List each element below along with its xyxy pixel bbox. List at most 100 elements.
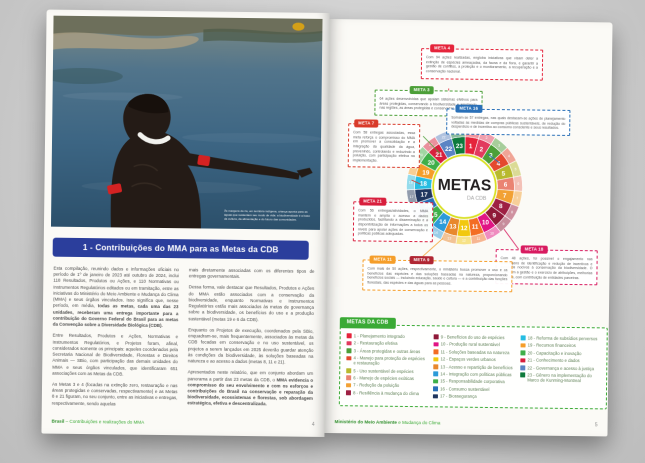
buoy xyxy=(292,22,305,31)
page-number: 4 xyxy=(311,421,315,428)
legend-color-swatch xyxy=(520,335,526,341)
legend-item-label: 18 - Reforma de subsídios perversos xyxy=(527,335,598,342)
legend-item: 23 - Gênero na implementação do Marco de… xyxy=(520,372,600,383)
wheel-segment-number: 8 xyxy=(499,203,503,210)
legend-item-label: 3 - Áreas protegidas e outras áreas xyxy=(353,348,421,354)
wheel-segment-number: 11 xyxy=(477,237,481,241)
legend-color-swatch xyxy=(346,341,352,346)
wheel-segment-number: 12 xyxy=(462,239,466,243)
body-text: Esta compilação, reunindo dados e inform… xyxy=(52,266,315,414)
legend-color-swatch xyxy=(433,356,439,362)
legend-item: 17 - Biossegurança xyxy=(432,393,513,399)
legend-grid: 1 - Planejamento integrado 2 - Restauraçã… xyxy=(345,333,601,403)
legend-color-swatch xyxy=(520,372,525,378)
wheel-segment-number: 14 xyxy=(434,231,438,235)
meta-7-tag: META 7 xyxy=(354,119,379,128)
legend-column: 1 - Planejamento integrado 2 - Restauraçã… xyxy=(345,333,427,400)
legend-color-swatch xyxy=(433,334,439,340)
river-photo: Às margens do rio, em território indígen… xyxy=(50,15,323,230)
legend-color-swatch xyxy=(346,348,352,354)
wheel-segment-number: 19 xyxy=(422,170,430,177)
callout-text: Com 94 ações realizadas, engloba iniciat… xyxy=(425,55,539,74)
wheel-segment-number: 1 xyxy=(469,143,473,150)
legend-item-label: 17 - Biossegurança xyxy=(439,393,477,399)
legend-title: METAS DA CDB xyxy=(339,317,396,329)
meta-16-tag: META 16 xyxy=(455,104,483,113)
legend-color-swatch xyxy=(520,357,525,363)
body-paragraph: Dessa forma, vale destacar que Resultado… xyxy=(188,284,315,322)
wheel-segment-number: 15 xyxy=(430,212,438,219)
legend-column: 18 - Reforma de subsídios perversos 19 - … xyxy=(520,335,601,402)
legend-item: 10 - Produção rural sustentável xyxy=(433,341,514,348)
wheel-segment-number: 10 xyxy=(490,231,494,235)
legend-item: 8 - Resiliência à mudança do clima xyxy=(345,390,426,396)
legend-item-label: 20 - Capacitação e inovação xyxy=(527,350,582,356)
callout-meta-11-9: META 11 META 9 Com mais de 50 ações, res… xyxy=(362,255,513,292)
body-paragraph: Apresentados neste relatório, que em con… xyxy=(187,369,314,407)
legend-item: 15 - Responsabilidade corporativa xyxy=(433,379,513,385)
callout-meta-7: META 7 Com 58 entregas associadas, essa … xyxy=(347,119,421,169)
legend-box: 1 - Planejamento integrado 2 - Restauraçã… xyxy=(338,324,608,409)
wheel-segment-number: 14 xyxy=(439,219,447,226)
infographic: 1122334455667788991010111112121313141415… xyxy=(324,19,612,436)
legend-color-swatch xyxy=(433,349,439,355)
wheel-segment-number: 18 xyxy=(409,181,413,185)
right-page-footer: Ministério do Meio Ambiente e Mudança do… xyxy=(335,419,598,428)
legend-item-label: 22 - Governança e acesso à justiça xyxy=(527,365,595,371)
legend-item-label: 10 - Produção rural sustentável xyxy=(440,341,500,348)
wheel-segment-number: 7 xyxy=(516,197,518,201)
wheel-segment-number: 3 xyxy=(498,143,500,147)
legend-item: 18 - Reforma de subsídios perversos xyxy=(520,335,601,342)
legend-color-swatch xyxy=(433,342,439,347)
meta-4-tag: META 4 xyxy=(430,44,455,53)
page-number: 5 xyxy=(594,422,598,429)
wheel-segment-number: 6 xyxy=(517,182,519,186)
legend-item: 4 - Manejo para proteção de espécies e r… xyxy=(346,355,426,366)
legend-item: 3 - Áreas protegidas e outras áreas xyxy=(346,348,426,354)
legend-item-label: 14 - Integração com políticas públicas xyxy=(440,371,512,378)
meta-3-tag: META 3 xyxy=(409,86,434,95)
wheel-subtitle: DA CDB xyxy=(467,195,487,201)
wheel-segment-number: 22 xyxy=(445,146,453,153)
wheel-segment-number: 7 xyxy=(503,193,507,200)
wheel-segment-number: 21 xyxy=(435,152,443,159)
wheel-segment-number: 9 xyxy=(502,222,504,226)
wheel-segment-number: 5 xyxy=(515,167,517,171)
legend-item-label: 6 - Manejo de espécies exóticas xyxy=(353,375,414,382)
legend-item-label: 1 - Planejamento integrado xyxy=(353,333,405,339)
footer-text: Brasil – Contribuições e realizações do … xyxy=(51,418,145,425)
legend-item-label: 23 - Gênero na implementação do Marco de… xyxy=(527,372,592,384)
callout-text: Somam-se 57 entregas, nas quais destacam… xyxy=(451,115,566,131)
legend-color-swatch xyxy=(346,368,351,373)
legend-item-label: 2 - Restauração efetiva xyxy=(353,340,398,347)
legend-item: 7 - Redução da poluição xyxy=(346,383,426,389)
legend-item: 21 - Conhecimento e dados xyxy=(520,358,600,364)
legend-item-label: 11 - Soluções baseadas na natureza xyxy=(440,349,510,356)
legend-item: 12 - Espaços verdes urbanos xyxy=(433,356,513,362)
legend-item: 9 - Benefícios do uso de espécies xyxy=(433,334,514,341)
legend-item: 19 - Recursos financeiros xyxy=(520,343,601,349)
left-page-footer: Brasil – Contribuições e realizações do … xyxy=(52,419,315,428)
legend-color-swatch xyxy=(433,379,438,384)
callout-text: Com 58 entregas associadas, essa meta re… xyxy=(352,130,416,163)
photo-caption: Às margens do rio, em território indígen… xyxy=(224,208,310,222)
legend-color-swatch xyxy=(346,333,352,339)
legend-color-swatch xyxy=(433,371,438,377)
callout-meta-21: META 21 Com 56 entregas/atividades, o MM… xyxy=(352,197,434,243)
wheel-segment-number: 17 xyxy=(420,192,428,199)
meta-11-tag: META 11 xyxy=(369,255,397,264)
wheel-segment-number: 22 xyxy=(442,135,446,139)
legend-color-swatch xyxy=(433,364,438,369)
wheel-segment-number: 20 xyxy=(428,160,436,167)
section-title: 1 - Contribuições do MMA para as Metas d… xyxy=(52,237,309,260)
wheel-segment-number: 6 xyxy=(504,182,508,189)
legend-item: 1 - Planejamento integrado xyxy=(346,333,427,339)
wheel-segment-number: 4 xyxy=(508,154,510,158)
legend-item-label: 5 - Uso sustentável de espécies xyxy=(353,367,414,374)
legend-item: 5 - Uso sustentável de espécies xyxy=(346,368,426,374)
legend-item: 14 - Integração com políticas públicas xyxy=(433,371,513,377)
legend-column: 9 - Benefícios do uso de espécies 10 - Pr… xyxy=(432,334,514,401)
meta-21-tag: META 21 xyxy=(359,197,386,206)
wheel-segment-number: 10 xyxy=(482,219,490,226)
legend-item-label: 9 - Benefícios do uso de espécies xyxy=(440,334,505,341)
